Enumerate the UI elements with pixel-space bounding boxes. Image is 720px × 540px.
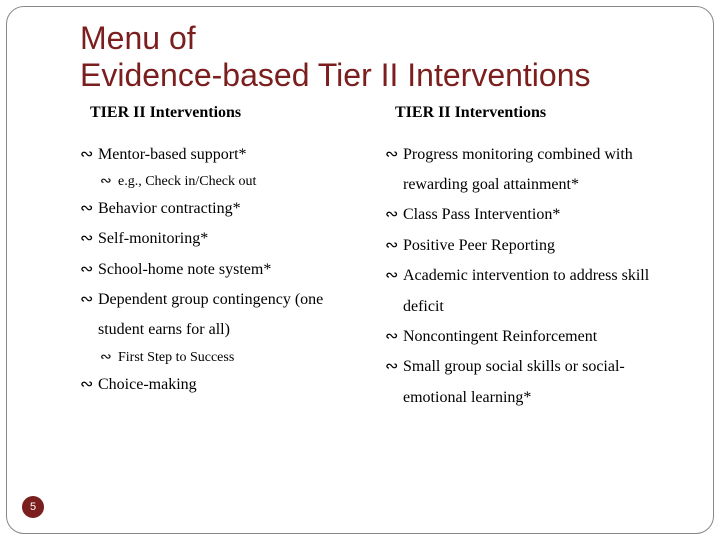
- list-item: deficit: [385, 292, 680, 322]
- slide: Menu of Evidence-based Tier II Intervent…: [0, 0, 720, 540]
- title-line-2: Evidence-based Tier II Interventions: [80, 57, 591, 93]
- page-number: 5: [30, 501, 36, 513]
- list-item: emotional learning*: [385, 383, 680, 413]
- list-item: Choice-making: [80, 370, 375, 400]
- list-item: e.g., Check in/Check out: [80, 170, 375, 194]
- list-item: Dependent group contingency (one: [80, 285, 375, 315]
- right-column: TIER II Interventions Progress monitorin…: [385, 104, 680, 414]
- list-item: Progress monitoring combined with: [385, 140, 680, 170]
- list-item: Behavior contracting*: [80, 194, 375, 224]
- list-item: Class Pass Intervention*: [385, 200, 680, 230]
- list-item: Small group social skills or social-: [385, 352, 680, 382]
- list-item: student earns for all): [80, 315, 375, 345]
- list-item: Academic intervention to address skill: [385, 261, 680, 291]
- title-line-1: Menu of: [80, 20, 196, 56]
- right-list: Progress monitoring combined withrewardi…: [385, 140, 680, 414]
- list-item: Noncontingent Reinforcement: [385, 322, 680, 352]
- list-item: Self-monitoring*: [80, 224, 375, 254]
- list-item: rewarding goal attainment*: [385, 170, 680, 200]
- left-column: TIER II Interventions Mentor-based suppo…: [80, 104, 375, 414]
- list-item: Mentor-based support*: [80, 140, 375, 170]
- right-column-header: TIER II Interventions: [395, 104, 680, 122]
- content-columns: TIER II Interventions Mentor-based suppo…: [80, 104, 680, 414]
- page-number-badge: 5: [22, 496, 44, 518]
- slide-title: Menu of Evidence-based Tier II Intervent…: [80, 20, 680, 94]
- left-list: Mentor-based support*e.g., Check in/Chec…: [80, 140, 375, 400]
- left-column-header: TIER II Interventions: [90, 104, 375, 122]
- list-item: First Step to Success: [80, 346, 375, 370]
- list-item: Positive Peer Reporting: [385, 231, 680, 261]
- list-item: School-home note system*: [80, 255, 375, 285]
